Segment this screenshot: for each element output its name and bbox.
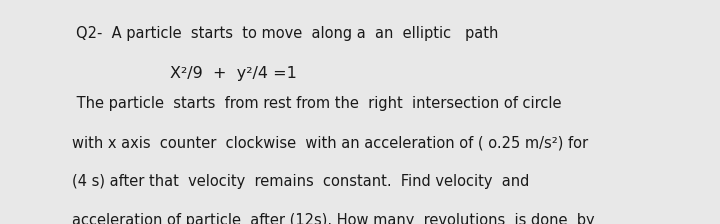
Text: acceleration of particle  after (12s). How many  revolutions  is done  by: acceleration of particle after (12s). Ho… [72, 213, 595, 224]
Text: The particle  starts  from rest from the  right  intersection of circle: The particle starts from rest from the r… [72, 96, 562, 111]
Text: (4 s) after that  velocity  remains  constant.  Find velocity  and: (4 s) after that velocity remains consta… [72, 174, 530, 189]
Text: with x axis  counter  clockwise  with an acceleration of ( o.25 m/s²) for: with x axis counter clockwise with an ac… [72, 135, 588, 150]
Text: X²/9  +  y²/4 =1: X²/9 + y²/4 =1 [171, 66, 297, 81]
Text: Q2-  A particle  starts  to move  along a  an  elliptic   path: Q2- A particle starts to move along a an… [76, 26, 498, 41]
